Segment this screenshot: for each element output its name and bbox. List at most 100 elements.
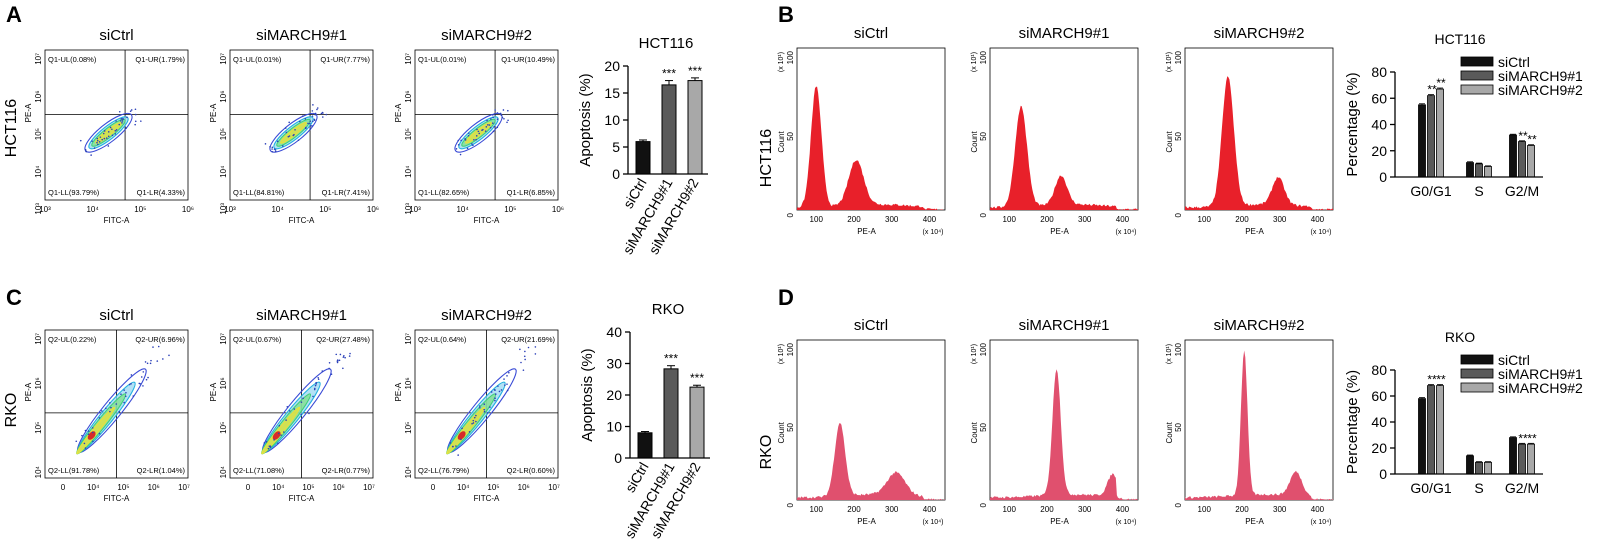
event-dot (479, 406, 481, 409)
event-dot (304, 118, 307, 120)
event-dot (500, 389, 503, 391)
event-dot (460, 438, 462, 441)
histogram-y-tick: 50 (786, 131, 795, 140)
y-tick-label: 30 (606, 356, 622, 372)
flow-x-tick: 10⁷ (363, 483, 375, 492)
event-dot (309, 120, 312, 123)
flow-y-tick: 10⁵ (219, 128, 228, 140)
event-dot (142, 371, 145, 373)
density-contour (76, 406, 116, 455)
x-tick-label: G2/M (1505, 480, 1539, 496)
histogram-x-tick: 100 (1198, 505, 1212, 514)
event-dot (101, 138, 104, 141)
event-dot (134, 108, 137, 111)
flow-x-tick: 10⁶ (367, 205, 379, 214)
event-dot (302, 115, 304, 117)
histogram-x-tick: 300 (885, 505, 899, 514)
event-dot (493, 113, 496, 115)
event-dot (316, 107, 319, 109)
event-dot (475, 138, 477, 141)
y-tick-label: 10 (604, 112, 620, 128)
significance-label: ** (1527, 431, 1537, 445)
histogram-x-tick: 400 (923, 215, 937, 224)
bar (1466, 162, 1474, 178)
flow-y-tick: 10⁵ (34, 128, 43, 140)
event-dot (317, 377, 319, 379)
quadrant-label-ul: Q2-UL(0.22%) (48, 335, 97, 344)
event-dot (459, 153, 462, 156)
quadrant-label-ul: Q2-UL(0.64%) (418, 335, 467, 344)
event-dot (457, 144, 460, 146)
event-dot (309, 128, 312, 130)
event-dot (473, 138, 475, 141)
event-dot (285, 131, 288, 134)
event-dot (476, 128, 478, 131)
event-dot (467, 134, 470, 137)
bar (1418, 104, 1426, 178)
event-dot (330, 373, 333, 376)
event-dot (277, 442, 279, 445)
event-dot (294, 129, 296, 131)
flow-y-tick: 10³ (34, 203, 43, 215)
significance-label: *** (690, 371, 704, 385)
event-dot (285, 419, 287, 421)
histogram-title: siCtrl (854, 317, 888, 334)
event-dot (114, 133, 117, 135)
event-dot (455, 445, 457, 447)
histogram-y-axis-label: Count (1165, 131, 1174, 153)
event-dot (501, 116, 504, 119)
flow-y-tick: 10⁶ (34, 91, 43, 103)
bar (1518, 141, 1526, 178)
y-tick-label: 20 (1371, 440, 1387, 456)
flow-x-tick: 10⁴ (272, 483, 285, 492)
flow-panel-title: siMARCH9#1 (256, 307, 347, 324)
histogram-x-axis-label: PE-A (857, 517, 876, 526)
flow-y-tick: 10³ (219, 203, 228, 215)
x-tick-label: S (1474, 183, 1483, 199)
chart-title: HCT116 (1434, 31, 1485, 47)
flow-panel: siCtrl Q2-UL(0.22%) Q2-UR(6.96%) Q2-LL(91.7… (24, 307, 190, 503)
y-tick-label: 0 (1379, 169, 1387, 185)
flow-y-axis-label: PE-A (209, 382, 218, 401)
event-dot (271, 150, 274, 153)
event-dot (308, 412, 310, 415)
y-tick-label: 10 (606, 419, 622, 435)
histogram-x-axis-label: PE-A (1245, 517, 1264, 526)
legend-label: siMARCH9#2 (1498, 82, 1583, 98)
significance-label: ** (1436, 76, 1446, 90)
event-dot (105, 407, 107, 410)
event-dot (269, 146, 271, 148)
event-dot (110, 406, 112, 409)
flow-y-tick: 10⁵ (34, 422, 43, 434)
flow-y-tick: 10⁷ (34, 53, 43, 65)
event-dot (96, 137, 99, 140)
event-dot (472, 422, 475, 424)
legend-swatch (1460, 382, 1494, 393)
event-dot (268, 445, 271, 447)
event-dot (111, 128, 113, 131)
histogram-x-axis-label: PE-A (1050, 227, 1069, 236)
bar (1427, 385, 1435, 475)
event-dot (328, 367, 330, 370)
event-dot (102, 132, 105, 135)
event-dot (84, 148, 87, 151)
histogram-y-axis-label: Count (970, 421, 979, 443)
event-dot (271, 146, 274, 149)
event-dot (98, 432, 101, 435)
quadrant-label-ul: Q1-UL(0.01%) (418, 55, 467, 64)
event-dot (343, 355, 345, 357)
event-dot (278, 424, 281, 427)
histogram-y-scale: (x 10¹) (778, 344, 785, 364)
density-contour (465, 121, 492, 144)
significance-label: ** (1527, 133, 1537, 147)
histogram-x-tick: 100 (810, 215, 824, 224)
event-dot (500, 114, 503, 117)
histogram-y-tick: 0 (786, 502, 795, 507)
event-dot (490, 118, 492, 120)
event-dot (299, 120, 301, 123)
histogram-title: siMARCH9#1 (1019, 317, 1110, 334)
histogram-y-tick: 0 (1174, 502, 1183, 507)
